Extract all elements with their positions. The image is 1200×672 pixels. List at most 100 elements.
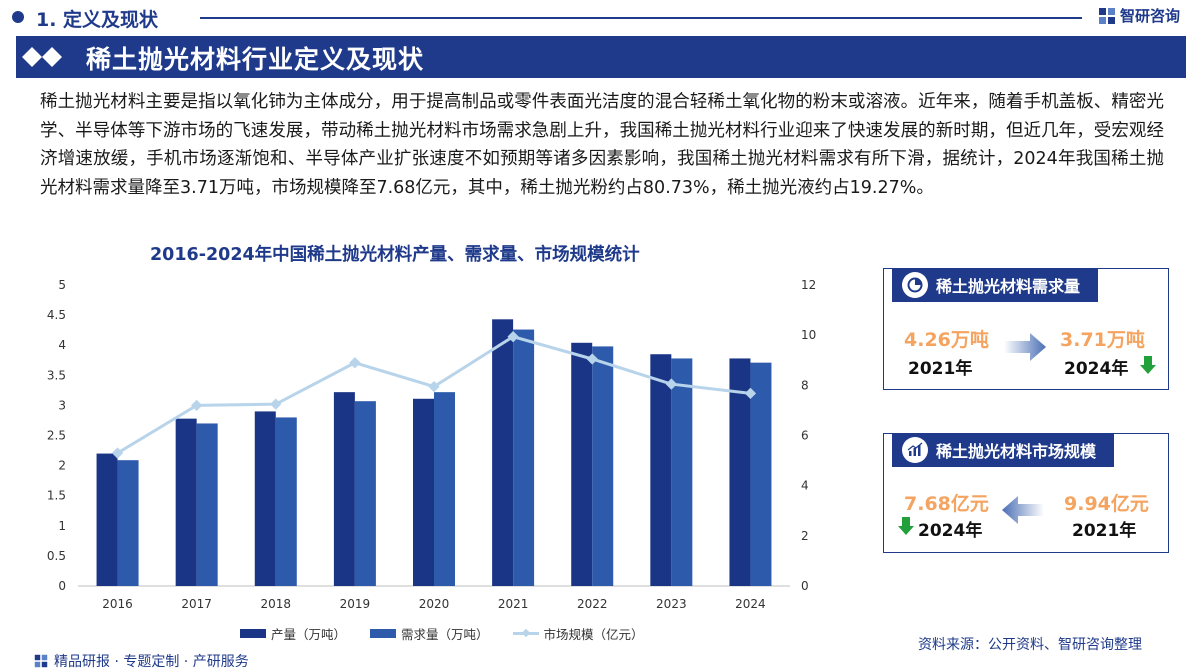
x-axis-ticks: 2016 2017 2018 2019 2020 2021 2022 2023 2024: [102, 597, 765, 611]
right-tick-label: 2: [801, 529, 809, 543]
bar-demand-2018: [275, 417, 297, 586]
chart-title: 2016-2024年中国稀土抛光材料产量、需求量、市场规模统计: [150, 245, 640, 265]
pie-chart-icon: [902, 272, 928, 298]
bar-demand-2019: [354, 401, 376, 586]
right-tick-label: 8: [801, 378, 809, 392]
market-card-title: 稀土抛光材料市场规模: [936, 442, 1097, 461]
legend-item-production: 产量（万吨）: [240, 624, 346, 643]
legend-swatch-market: [512, 632, 539, 635]
left-tick-label: 2: [58, 459, 66, 473]
bar-demand-2017: [196, 423, 218, 586]
legend-item-demand: 需求量（万吨）: [370, 624, 489, 643]
description-paragraph: 稀土抛光材料主要是指以氧化铈为主体成分，用于提高制品或零件表面光洁度的混合轻稀土…: [40, 92, 1164, 198]
brand-name: 智研咨询: [1120, 7, 1181, 25]
left-tick-label: 5: [58, 278, 66, 292]
market-card-header: 稀土抛光材料市场规模: [892, 433, 1115, 467]
x-tick-label: 2018: [261, 597, 292, 611]
left-tick-label: 4.5: [47, 308, 66, 322]
x-tick-label: 2024: [735, 597, 766, 611]
right-axis-ticks: 0 2 4 6 8 10 12: [801, 278, 816, 593]
market-to-value: 7.68亿元: [904, 493, 989, 515]
arrow-left-icon: [1002, 496, 1044, 524]
bar-production-2022: [571, 342, 593, 586]
x-tick-label: 2019: [340, 597, 371, 611]
market-point-2024: [744, 387, 757, 400]
market-point-2017: [191, 399, 203, 412]
right-tick-label: 10: [801, 328, 816, 342]
right-tick-label: 6: [801, 429, 809, 443]
legend-swatch-demand: [370, 629, 397, 638]
bars-group: [96, 319, 772, 586]
left-tick-label: 3: [58, 398, 66, 412]
right-tick-label: 0: [801, 579, 809, 593]
section-title: 1. 定义及现状: [36, 9, 159, 31]
bullet-dot: [12, 11, 24, 23]
left-tick-label: 1: [58, 519, 66, 533]
demand-card-header: 稀土抛光材料需求量: [892, 268, 1099, 302]
bar-demand-2021: [513, 329, 535, 586]
bar-production-2023: [650, 354, 672, 586]
x-tick-label: 2016: [102, 597, 133, 611]
left-tick-label: 3.5: [47, 368, 66, 382]
bar-production-2017: [175, 418, 197, 586]
demand-from-year: 2021年: [908, 359, 973, 379]
combo-chart: 0 0.5 1 1.5 2 2.5 3 3.5 4 4.5 5 0 2 4 6 8 10 12 2016 2017…: [47, 278, 816, 611]
bar-production-2020: [413, 398, 434, 586]
page-title: 稀土抛光材料行业定义及现状: [86, 45, 425, 74]
legend-item-market: 市场规模（亿元）: [512, 624, 644, 643]
x-tick-label: 2021: [498, 597, 529, 611]
right-tick-label: 4: [801, 479, 809, 493]
market-point-2018: [270, 398, 282, 410]
bar-production-2019: [333, 392, 355, 586]
bar-production-2018: [254, 411, 276, 586]
market-from-value: 9.94亿元: [1064, 493, 1149, 515]
legend-label-production: 产量（万吨）: [271, 627, 347, 642]
market-card: 稀土抛光材料市场规模 7.68亿元 2024年 9.94亿元 2021年: [883, 433, 1169, 553]
bar-demand-2023: [671, 358, 693, 586]
x-tick-label: 2022: [577, 597, 608, 611]
legend-label-market: 市场规模（亿元）: [543, 627, 644, 642]
bar-demand-2016: [117, 460, 139, 586]
top-header: 1. 定义及现状 智研咨询: [0, 0, 1200, 36]
left-axis-ticks: 0 0.5 1 1.5 2 2.5 3 3.5 4 4.5 5: [47, 278, 66, 593]
demand-card-title: 稀土抛光材料需求量: [936, 277, 1081, 296]
market-point-2022: [586, 353, 598, 365]
bar-production-2024: [729, 358, 751, 586]
market-point-2016: [111, 447, 124, 459]
left-tick-label: 1.5: [47, 489, 66, 503]
bar-demand-2022: [592, 346, 614, 586]
bar-demand-2024: [750, 362, 772, 586]
left-tick-label: 0.5: [47, 549, 66, 563]
demand-from-value: 4.26万吨: [904, 329, 989, 351]
market-to-year: 2024年: [918, 521, 983, 541]
line-series-group: [111, 331, 757, 459]
market-from-year: 2021年: [1072, 521, 1137, 541]
left-tick-label: 2.5: [47, 429, 66, 443]
chart-legend: 产量（万吨） 需求量（万吨） 市场规模（亿元）: [240, 624, 644, 643]
bar-production-2016: [96, 453, 118, 586]
header-divider: [200, 17, 1082, 19]
diamond-icon: [22, 47, 62, 67]
brand-logo: 智研咨询: [1098, 5, 1180, 26]
demand-to-year: 2024年: [1064, 359, 1129, 379]
arrow-down-icon: [898, 517, 914, 535]
x-tick-label: 2020: [419, 597, 450, 611]
footer-tagline-text: 精品研报 · 专题定制 · 产研服务: [54, 654, 249, 670]
demand-to-value: 3.71万吨: [1060, 329, 1145, 351]
footer-tagline: 精品研报 · 专题定制 · 产研服务: [34, 651, 249, 671]
legend-swatch-production: [240, 629, 266, 638]
right-tick-label: 12: [801, 278, 816, 292]
arrow-right-icon: [1004, 333, 1046, 361]
legend-label-demand: 需求量（万吨）: [401, 627, 489, 642]
demand-card: 稀土抛光材料需求量 4.26万吨 2021年 3.71万吨 2024年: [883, 268, 1169, 390]
brand-mark-icon: [34, 654, 48, 668]
x-tick-label: 2017: [181, 597, 212, 611]
bar-production-2021: [492, 319, 514, 586]
trend-chart-icon: [902, 437, 928, 463]
title-banner: 稀土抛光材料行业定义及现状: [16, 36, 1186, 78]
arrow-down-icon: [1140, 356, 1156, 374]
bar-demand-2020: [434, 392, 455, 586]
left-tick-label: 4: [58, 338, 66, 352]
market-point-2019: [349, 357, 361, 369]
brand-mark-icon: [1099, 7, 1115, 24]
